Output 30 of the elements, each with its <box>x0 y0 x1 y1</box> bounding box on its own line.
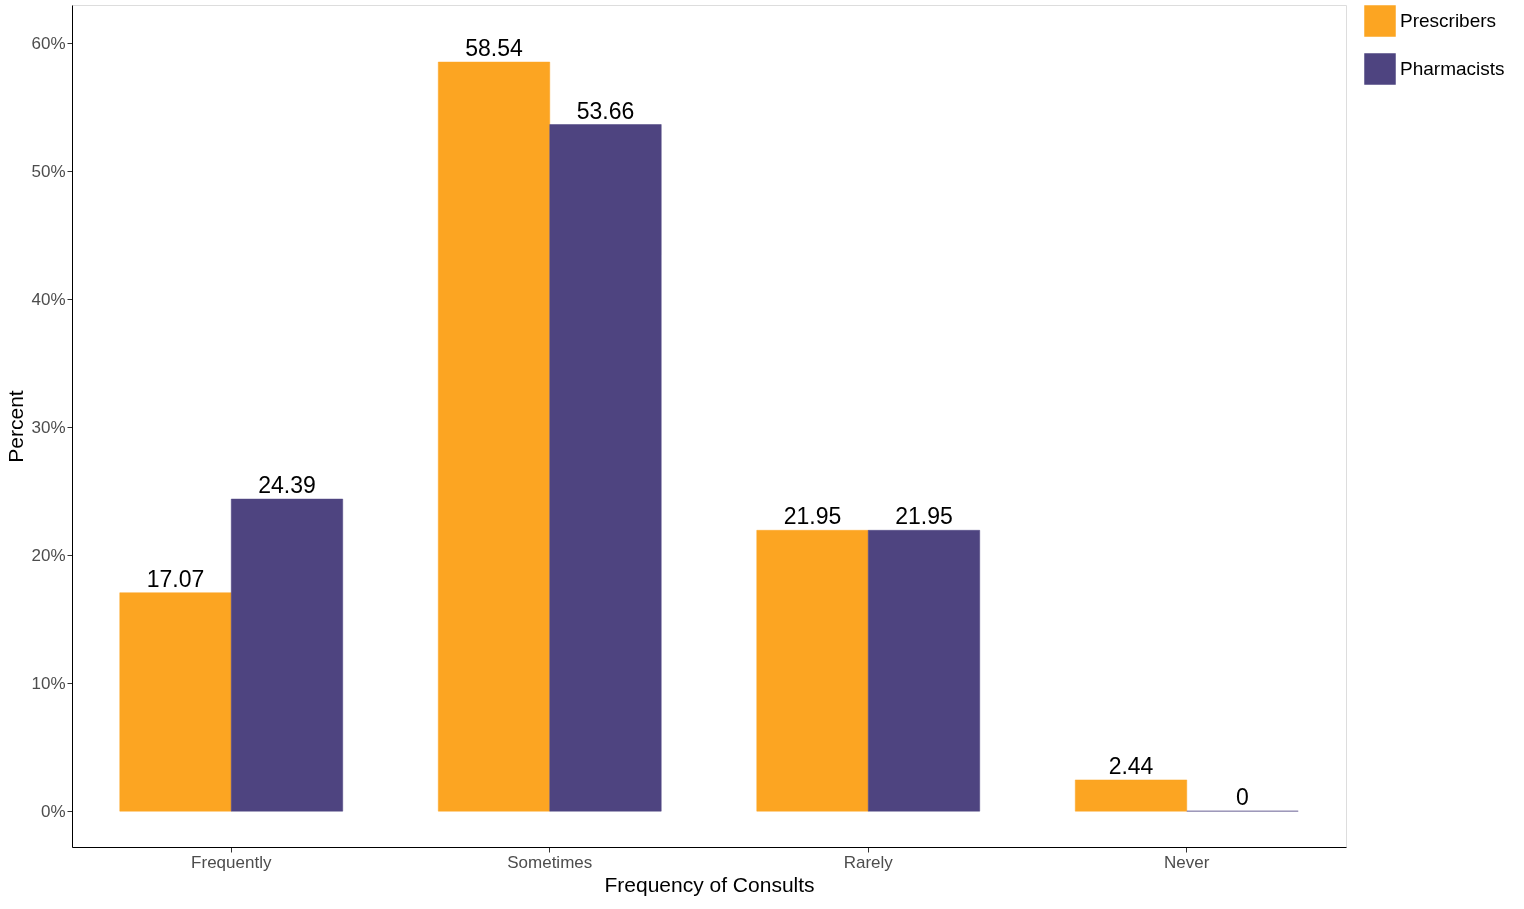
data-label: 21.95 <box>895 503 953 530</box>
y-tick-label: 60% <box>31 33 66 53</box>
x-tick-label: Rarely <box>843 852 894 872</box>
y-tick-label: 40% <box>31 289 66 309</box>
bar <box>756 530 869 812</box>
data-label: 24.39 <box>258 472 316 499</box>
x-axis-title: Frequency of Consults <box>604 872 815 896</box>
data-label: 17.07 <box>146 565 205 592</box>
data-label: 53.66 <box>576 97 635 124</box>
data-label: 0 <box>1236 784 1249 811</box>
x-tick-label: Never <box>1164 852 1210 872</box>
bar <box>119 592 232 812</box>
y-tick-label: 30% <box>31 417 66 437</box>
y-axis-title: Percent <box>4 390 28 463</box>
bar <box>438 61 550 812</box>
legend-label: Prescribers <box>1400 10 1497 31</box>
data-label: 58.54 <box>465 35 523 62</box>
data-label: 21.95 <box>783 503 842 530</box>
bar <box>231 498 343 812</box>
y-tick-label: 50% <box>31 161 66 181</box>
bar <box>868 530 980 812</box>
data-label: 2.44 <box>1108 752 1154 779</box>
legend-label: Pharmacists <box>1400 58 1505 79</box>
y-tick-label: 0% <box>40 801 66 821</box>
y-tick-label: 10% <box>31 673 66 693</box>
bar <box>549 124 662 812</box>
x-tick-label: Sometimes <box>507 852 593 872</box>
x-tick-label: Frequently <box>191 852 272 872</box>
y-tick-label: 20% <box>31 545 66 565</box>
bar <box>1075 779 1187 812</box>
